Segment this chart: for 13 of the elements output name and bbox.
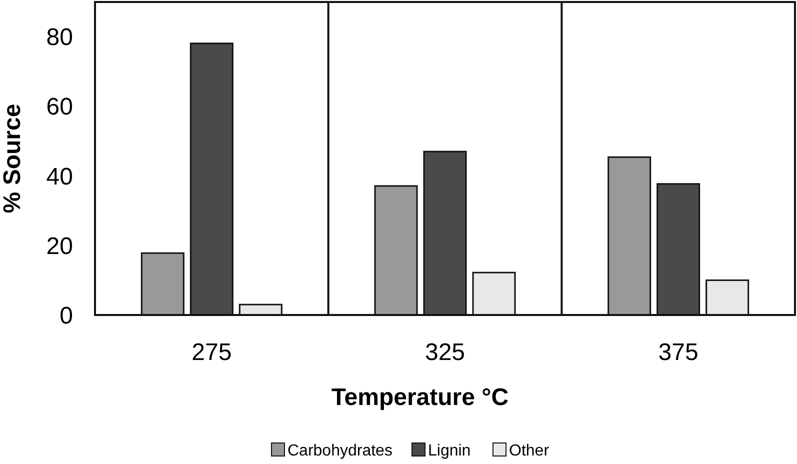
x-tick-label: 325 xyxy=(424,339,466,366)
y-tick-label: 80 xyxy=(46,24,73,52)
y-tick-label: 40 xyxy=(46,163,73,190)
x-axis-title: Temperature °C xyxy=(331,384,509,411)
legend-label: Other xyxy=(509,442,550,460)
y-tick-label: 60 xyxy=(46,94,73,121)
x-tick-label: 275 xyxy=(192,339,232,366)
legend-label: Lignin xyxy=(428,442,471,460)
y-tick-label: 20 xyxy=(46,232,73,260)
x-tick-label: 375 xyxy=(658,339,698,366)
y-axis-title: % Source xyxy=(0,104,26,214)
legend-label: Carbohydrates xyxy=(288,442,392,460)
y-tick-label: 0 xyxy=(60,302,73,330)
